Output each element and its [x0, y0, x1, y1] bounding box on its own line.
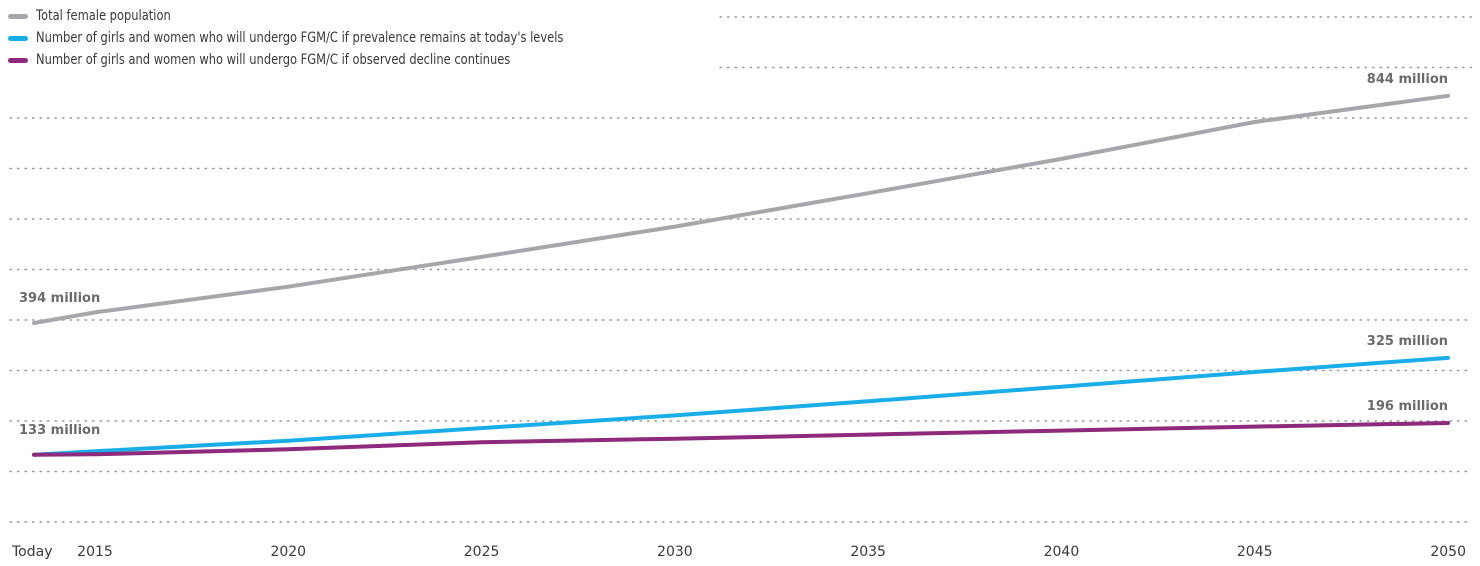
data-label: 196 million — [1367, 399, 1448, 414]
x-tick-label: Today — [11, 544, 53, 560]
x-tick-label: 2015 — [77, 544, 113, 560]
legend: Total female population Number of girls … — [8, 5, 679, 71]
series-line — [32, 421, 1450, 457]
series-line — [32, 93, 1450, 325]
legend-swatch — [8, 57, 28, 63]
legend-item-prevalence-constant: Number of girls and women who will under… — [8, 27, 679, 49]
x-tick-label: 2045 — [1237, 544, 1273, 560]
data-labels: 394 million 844 million 133 million 325 mil… — [19, 72, 1448, 438]
legend-item-total-female-population: Total female population — [8, 5, 679, 27]
x-axis: Today 2015 2020 2025 2030 2035 2040 2045 2050 — [11, 544, 1466, 560]
x-tick-label: 2040 — [1044, 544, 1080, 560]
series-lines — [32, 93, 1450, 457]
data-label: 133 million — [19, 423, 100, 438]
legend-swatch — [8, 35, 28, 41]
x-tick-label: 2025 — [464, 544, 500, 560]
x-tick-label: 2035 — [850, 544, 886, 560]
x-tick-label: 2030 — [657, 544, 693, 560]
legend-swatch — [8, 13, 28, 19]
data-label: 844 million — [1367, 72, 1448, 87]
series-line — [32, 355, 1450, 457]
legend-label: Number of girls and women who will under… — [36, 30, 564, 46]
legend-label: Total female population — [36, 8, 171, 24]
data-label: 394 million — [19, 291, 100, 306]
x-tick-label: 2050 — [1430, 544, 1466, 560]
legend-label: Number of girls and women who will under… — [36, 52, 511, 68]
x-tick-label: 2020 — [270, 544, 306, 560]
data-label: 325 million — [1367, 334, 1448, 349]
legend-item-observed-decline: Number of girls and women who will under… — [8, 49, 679, 71]
gridlines — [9, 16, 1473, 523]
